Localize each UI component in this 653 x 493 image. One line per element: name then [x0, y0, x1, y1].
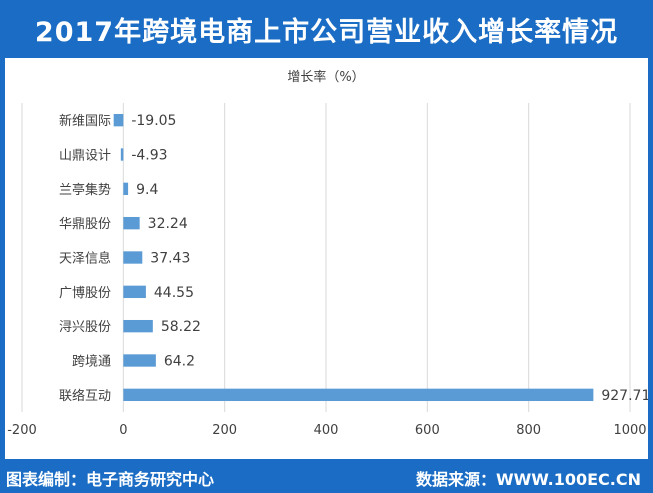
bar: [120, 148, 124, 161]
x-tick-label: 800: [516, 423, 541, 438]
category-label: 天泽信息: [59, 251, 111, 267]
data-label: 58.22: [161, 319, 201, 335]
bar: [123, 216, 140, 230]
x-tick-label: 1000: [613, 423, 646, 438]
category-label: 跨境通: [72, 355, 111, 370]
bar: [123, 319, 153, 333]
category-label: 新维国际: [59, 113, 111, 129]
data-label: 32.24: [148, 216, 188, 232]
data-label: 44.55: [154, 285, 194, 301]
data-label: 64.2: [164, 354, 195, 370]
plot-area: 增长率（%） -200 0 200 400 600 800 1000 新维国际 -19.05 山鼎设…: [5, 58, 650, 459]
category-label: 广博股份: [59, 286, 111, 301]
page-title: 2017年跨境电商上市公司营业收入增长率情况: [34, 16, 619, 48]
bar: [123, 251, 143, 264]
data-label: 37.43: [150, 251, 190, 267]
footer-source: 数据来源：WWW.100EC.CN: [415, 470, 641, 489]
category-label: 浔兴股份: [59, 320, 111, 335]
data-label: 927.71: [601, 388, 648, 404]
x-tick-label: 200: [212, 423, 237, 438]
category-label: 山鼎设计: [59, 149, 111, 164]
bar: [123, 285, 146, 299]
category-label: 华鼎股份: [59, 217, 111, 232]
footer-credit: 图表编制：电子商务研究中心: [6, 470, 215, 489]
category-label: 兰亭集势: [59, 182, 111, 198]
x-tick-label: -200: [7, 423, 37, 438]
data-label: -4.93: [131, 148, 167, 164]
bar: [123, 354, 156, 367]
data-label: -19.05: [131, 113, 176, 129]
footer: 图表编制：电子商务研究中心 数据来源：WWW.100EC.CN: [0, 459, 653, 493]
bar: [113, 113, 124, 127]
bar: [123, 388, 594, 402]
x-tick-label: 600: [415, 423, 440, 438]
x-tick-label: 400: [314, 423, 339, 438]
data-label: 9.4: [136, 182, 158, 198]
chart-title: 增长率（%）: [287, 69, 364, 85]
bar: [123, 182, 129, 196]
category-label: 联络互动: [59, 388, 111, 404]
x-tick-label: 0: [119, 423, 127, 438]
bar-chart: 增长率（%） -200 0 200 400 600 800 1000 新维国际 -19.05 山鼎设…: [7, 69, 650, 438]
